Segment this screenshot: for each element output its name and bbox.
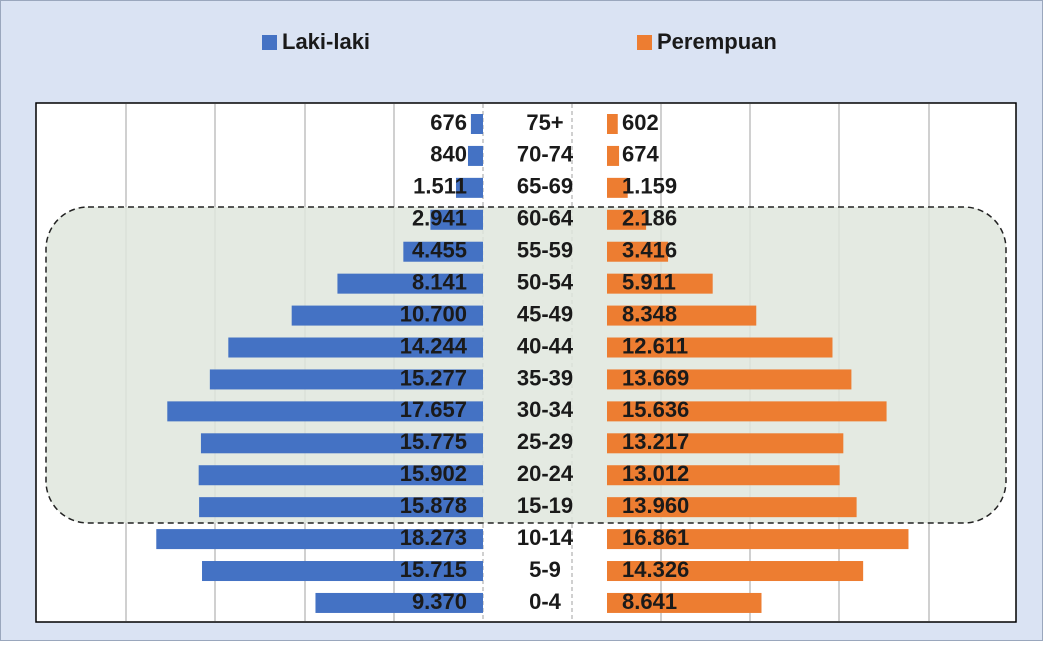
value-label: 15.775 (400, 429, 467, 454)
bar (315, 592, 483, 613)
value-label: 10.700 (400, 301, 467, 326)
value-label: 16.861 (622, 525, 689, 550)
value-label: 676 (430, 110, 467, 135)
value-label: 1.511 (413, 174, 467, 199)
bar (167, 401, 483, 422)
category-label: 65-69 (517, 174, 573, 199)
bar (607, 497, 857, 518)
legend-label: Perempuan (657, 29, 777, 54)
value-label: 15.636 (622, 397, 689, 422)
value-label: 5.911 (622, 269, 676, 294)
category-label: 45-49 (517, 301, 573, 326)
value-label: 3.416 (622, 238, 677, 263)
bar (607, 209, 647, 230)
bar (199, 497, 483, 518)
bar (403, 241, 483, 262)
category-label: 25-29 (517, 429, 573, 454)
value-label: 15.277 (400, 365, 467, 390)
bar (198, 465, 483, 486)
value-label: 17.657 (400, 397, 467, 422)
value-label: 15.902 (400, 461, 467, 486)
bar (607, 114, 618, 134)
bar (607, 433, 844, 454)
bar (607, 529, 909, 550)
value-label: 9.370 (412, 589, 467, 614)
category-label: 70-74 (517, 142, 574, 167)
value-label: 4.455 (412, 238, 467, 263)
value-label: 14.326 (622, 557, 689, 582)
value-label: 8.348 (622, 301, 677, 326)
value-label: 14.244 (400, 333, 468, 358)
category-label: 10-14 (517, 525, 574, 550)
value-label: 13.960 (622, 493, 689, 518)
category-label: 55-59 (517, 238, 573, 263)
bar (200, 433, 483, 454)
value-label: 1.159 (622, 174, 677, 199)
value-label: 602 (622, 110, 659, 135)
value-label: 13.669 (622, 365, 689, 390)
bar (607, 273, 713, 294)
category-label: 15-19 (517, 493, 573, 518)
value-label: 12.611 (622, 333, 688, 358)
value-label: 18.273 (400, 525, 467, 550)
bar (607, 592, 762, 613)
category-label: 20-24 (517, 461, 574, 486)
bar (455, 177, 483, 198)
value-label: 674 (622, 142, 659, 167)
bar (607, 241, 669, 262)
category-label: 30-34 (517, 397, 574, 422)
bar (607, 337, 833, 358)
bar (470, 114, 483, 134)
category-label: 5-9 (529, 557, 561, 582)
bar (607, 145, 620, 166)
bar (607, 401, 887, 422)
category-label: 60-64 (517, 206, 574, 231)
category-label: 50-54 (517, 269, 574, 294)
bar (607, 561, 864, 582)
legend-swatch (262, 35, 277, 50)
value-label: 2.186 (622, 206, 677, 231)
legend-swatch (637, 35, 652, 50)
bar (202, 561, 483, 582)
bar (607, 369, 852, 390)
bar (607, 305, 757, 326)
bar (209, 369, 484, 390)
bar (228, 337, 483, 358)
bar (337, 273, 483, 294)
bar (607, 177, 628, 198)
value-label: 8.641 (622, 589, 677, 614)
value-label: 13.217 (622, 429, 689, 454)
bar (467, 145, 483, 166)
category-label: 40-44 (517, 333, 574, 358)
category-label: 75+ (526, 110, 563, 135)
value-label: 8.141 (412, 269, 467, 294)
bar (607, 465, 840, 486)
category-label: 0-4 (529, 589, 562, 614)
bar (156, 529, 484, 550)
legend-label: Laki-laki (282, 29, 370, 54)
bar (291, 305, 483, 326)
value-label: 15.715 (400, 557, 467, 582)
value-label: 13.012 (622, 461, 689, 486)
bar (430, 209, 483, 230)
category-label: 35-39 (517, 365, 573, 390)
value-label: 2.941 (412, 206, 467, 231)
value-label: 840 (430, 142, 467, 167)
value-label: 15.878 (400, 493, 467, 518)
